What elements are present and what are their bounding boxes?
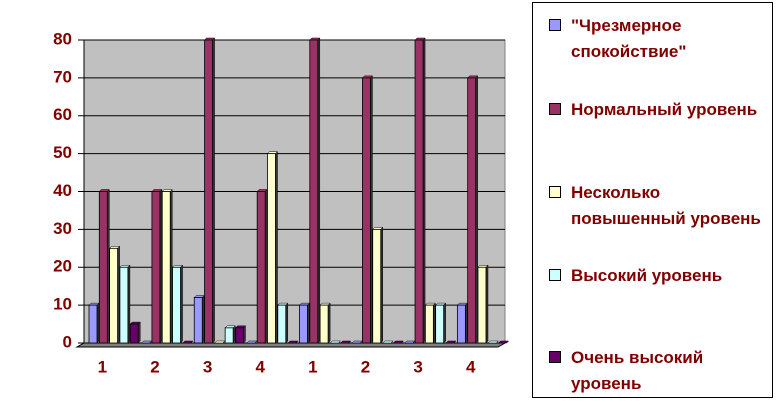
x-tick-label: 4 (255, 357, 265, 376)
bar (277, 304, 287, 344)
bar (235, 327, 244, 344)
bar (193, 297, 203, 344)
bar (204, 39, 213, 344)
bar-top (340, 340, 352, 344)
legend-label: Несколько повышенный уровень (571, 183, 761, 228)
legend: "Чрезмерное спокойствие" Нормальный урове… (532, 2, 773, 398)
y-tick-label: 0 (63, 332, 72, 351)
bar-top (214, 340, 226, 344)
bar-top (382, 340, 394, 344)
legend-swatch (549, 269, 561, 281)
bar (224, 327, 234, 344)
y-tick-label: 10 (53, 295, 72, 314)
legend-swatch (549, 186, 561, 198)
x-tick-label: 1 (308, 357, 317, 376)
bar (362, 77, 371, 344)
bar (119, 266, 129, 344)
bar-top (392, 340, 404, 344)
legend-label: Высокий уровень (571, 266, 723, 285)
bar (319, 304, 329, 344)
bar-top (287, 340, 299, 344)
bar (98, 191, 108, 344)
legend-label: "Чрезмерное спокойствие" (571, 16, 687, 61)
bar-top (141, 340, 153, 344)
legend-label: Нормальный уровень (571, 100, 758, 119)
bar (414, 39, 424, 344)
bar (456, 304, 466, 344)
y-tick-label: 30 (53, 219, 72, 238)
bar (172, 266, 181, 344)
bar (372, 228, 382, 344)
x-tick-label: 2 (150, 357, 159, 376)
x-tick-label: 3 (203, 357, 212, 376)
bar-top (246, 340, 258, 344)
x-tick-label: 2 (361, 357, 370, 376)
bar (467, 77, 477, 344)
bar-top (487, 340, 499, 344)
legend-entry: Нормальный уровень (549, 97, 764, 123)
legend-entry: "Чрезмерное спокойствие" (549, 13, 764, 65)
legend-swatch (549, 103, 561, 115)
y-tick-label: 60 (53, 105, 72, 124)
legend-swatch (549, 19, 561, 31)
floor (75, 342, 507, 348)
bar (109, 247, 118, 344)
bar (151, 191, 161, 344)
y-tick-label: 40 (53, 181, 72, 200)
bar-top (497, 340, 510, 344)
bar-top (329, 340, 342, 344)
legend-entry: Высокий уровень (549, 263, 764, 289)
bar (435, 304, 445, 344)
y-tick-label: 80 (53, 29, 72, 48)
y-tick-label: 20 (53, 257, 72, 276)
legend-entry: Очень высокий уровень (549, 345, 764, 397)
bar (129, 323, 139, 344)
x-tick-label: 3 (413, 357, 422, 376)
legend-entry: Несколько повышенный уровень (549, 180, 764, 232)
y-tick-label: 70 (53, 67, 72, 86)
x-tick-label: 4 (466, 357, 476, 376)
bar-top (351, 340, 363, 344)
bar-top (404, 340, 416, 344)
bar (267, 153, 276, 344)
bar (88, 304, 98, 344)
legend-swatch (549, 351, 561, 363)
bar-top (182, 340, 194, 344)
x-tick-label: 1 (98, 357, 107, 376)
bar (424, 304, 434, 344)
legend-label: Очень высокий уровень (571, 348, 704, 393)
bar (309, 39, 319, 344)
y-tick-label: 50 (53, 143, 72, 162)
bar (256, 191, 266, 344)
bar-top (445, 340, 457, 344)
bar (477, 266, 487, 344)
bar (299, 304, 308, 344)
bar (161, 191, 171, 344)
